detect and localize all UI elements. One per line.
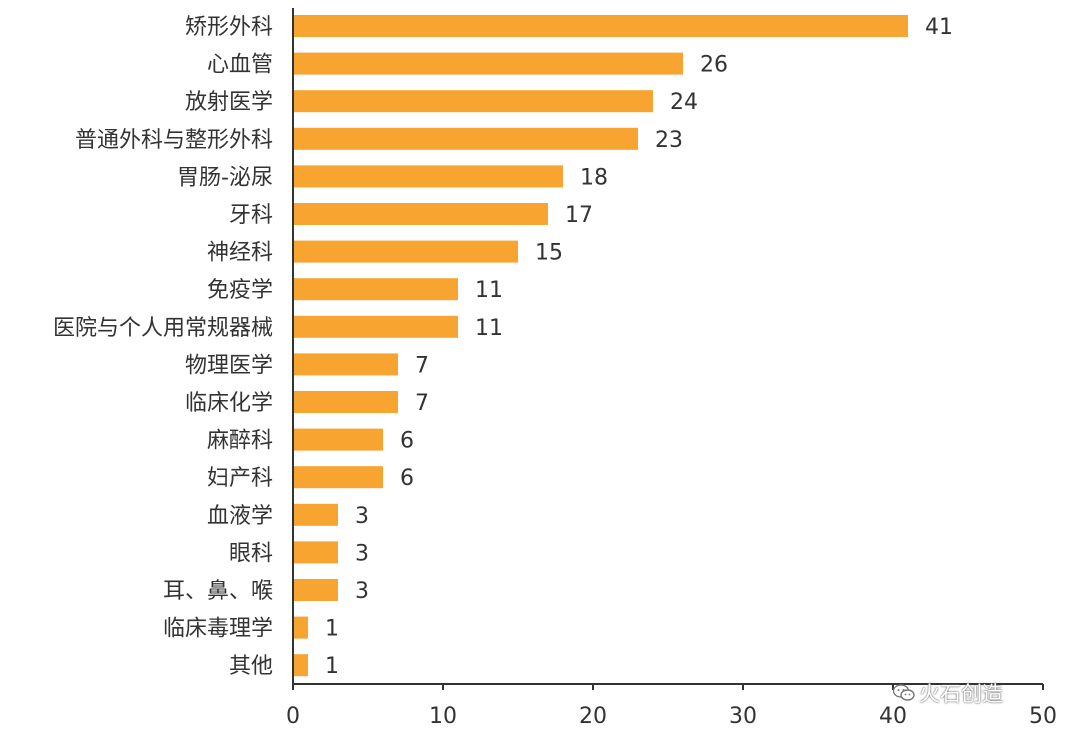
value-label: 7	[415, 353, 429, 378]
value-label: 1	[325, 654, 339, 679]
bar	[293, 428, 383, 451]
category-label: 免疫学	[207, 278, 273, 303]
value-label: 3	[355, 579, 369, 604]
value-label: 17	[565, 203, 593, 228]
value-label: 7	[415, 391, 429, 416]
category-label: 眼科	[229, 541, 273, 566]
value-label: 6	[400, 466, 414, 491]
value-label: 15	[535, 241, 563, 266]
x-tick-label: 30	[729, 704, 757, 729]
bars-group	[293, 15, 908, 677]
category-label: 临床毒理学	[163, 617, 273, 642]
bar	[293, 579, 338, 601]
value-label: 11	[475, 278, 503, 303]
x-tick-label: 50	[1029, 704, 1057, 729]
category-label: 医院与个人用常规器械	[53, 316, 273, 341]
category-label: 矫形外科	[185, 15, 273, 40]
category-label: 妇产科	[207, 466, 273, 491]
value-label: 1	[325, 617, 339, 642]
value-label: 41	[925, 15, 953, 40]
bar	[293, 90, 653, 113]
bar	[293, 203, 548, 225]
bar	[293, 165, 563, 188]
bar	[293, 127, 638, 150]
watermark-text: 火石创造	[919, 682, 1003, 706]
bar	[293, 541, 338, 564]
x-tick-label: 0	[286, 704, 300, 729]
bar	[293, 466, 383, 489]
bar	[293, 278, 458, 301]
category-label: 麻醉科	[207, 429, 273, 454]
category-label: 心血管	[207, 53, 273, 78]
bar	[293, 240, 518, 263]
value-label: 26	[700, 53, 728, 78]
x-tick-label: 40	[879, 704, 907, 729]
value-label: 23	[655, 128, 683, 153]
bar	[293, 616, 308, 639]
x-tick-label: 20	[579, 704, 607, 729]
category-label: 其他	[229, 654, 273, 679]
bar	[293, 654, 308, 677]
bar	[293, 315, 458, 338]
axes-group: 0 10 20 30 40 50	[286, 8, 1057, 729]
category-label: 耳、鼻、喉	[163, 579, 273, 604]
category-label: 临床化学	[185, 391, 273, 416]
category-label: 神经科	[207, 241, 273, 266]
bar	[293, 391, 398, 413]
category-labels: 矫形外科心血管放射医学普通外科与整形外科胃肠-泌尿牙科神经科免疫学医院与个人用常…	[53, 15, 273, 679]
value-label: 3	[355, 504, 369, 529]
value-label: 11	[475, 316, 503, 341]
category-label: 放射医学	[185, 90, 273, 115]
value-label: 18	[580, 165, 608, 190]
bar	[293, 52, 683, 75]
value-label: 6	[400, 429, 414, 454]
category-label: 血液学	[207, 504, 273, 529]
value-label: 3	[355, 541, 369, 566]
value-label: 24	[670, 90, 698, 115]
wechat-icon	[893, 684, 915, 701]
watermark: 火石创造	[893, 678, 1003, 708]
bar	[293, 503, 338, 526]
bar	[293, 353, 398, 376]
category-label: 普通外科与整形外科	[75, 128, 273, 153]
category-label: 牙科	[229, 203, 273, 228]
x-tick-label: 10	[429, 704, 457, 729]
bar	[293, 15, 908, 37]
category-label: 物理医学	[185, 353, 273, 378]
category-label: 胃肠-泌尿	[177, 165, 273, 190]
